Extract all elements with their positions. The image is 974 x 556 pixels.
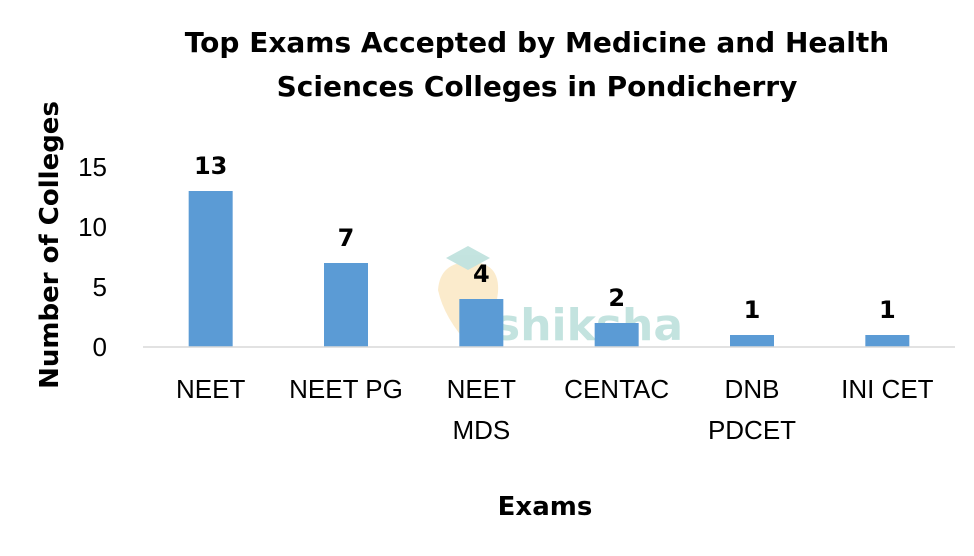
data-label: 7: [338, 224, 355, 252]
x-axis-categories: NEET NEET PG NEET MDS CENTAC DNB PDCET INI CET: [176, 374, 934, 445]
data-label: 1: [879, 296, 896, 324]
chart-title-line: Sciences Colleges in Pondicherry: [277, 70, 798, 103]
y-axis-ticks: 0 5 10 15: [78, 152, 107, 362]
data-label: 4: [473, 260, 490, 288]
bar: [324, 263, 368, 347]
bar: [594, 323, 639, 347]
data-label: 2: [608, 284, 625, 312]
graduation-cap-icon: [446, 246, 490, 270]
data-label: 1: [744, 296, 761, 324]
y-tick-label: 15: [78, 152, 107, 182]
data-labels: 13 7 4 2 1 1: [194, 152, 896, 324]
bar: [188, 191, 233, 347]
x-tick-label: NEET PG: [289, 374, 403, 404]
x-tick-label: INI CET: [841, 374, 934, 404]
chart-title-line: Top Exams Accepted by Medicine and Healt…: [185, 26, 889, 59]
y-tick-label: 10: [78, 212, 107, 242]
bar: [459, 299, 504, 347]
watermark-text: shiksha: [494, 300, 683, 351]
y-tick-label: 5: [93, 272, 107, 302]
bar: [730, 335, 774, 347]
x-tick-label: NEET: [176, 374, 245, 404]
x-tick-label: DNB PDCET: [708, 374, 796, 445]
chart-title: Top Exams Accepted by Medicine and Healt…: [185, 26, 889, 103]
x-tick-label: CENTAC: [564, 374, 669, 404]
y-axis-title: Number of Colleges: [35, 101, 65, 389]
y-tick-label: 0: [93, 332, 107, 362]
x-axis-title: Exams: [498, 492, 593, 522]
x-tick-label: NEET MDS: [447, 374, 516, 445]
data-label: 13: [194, 152, 227, 180]
bar: [865, 335, 910, 347]
bars: [188, 191, 910, 347]
